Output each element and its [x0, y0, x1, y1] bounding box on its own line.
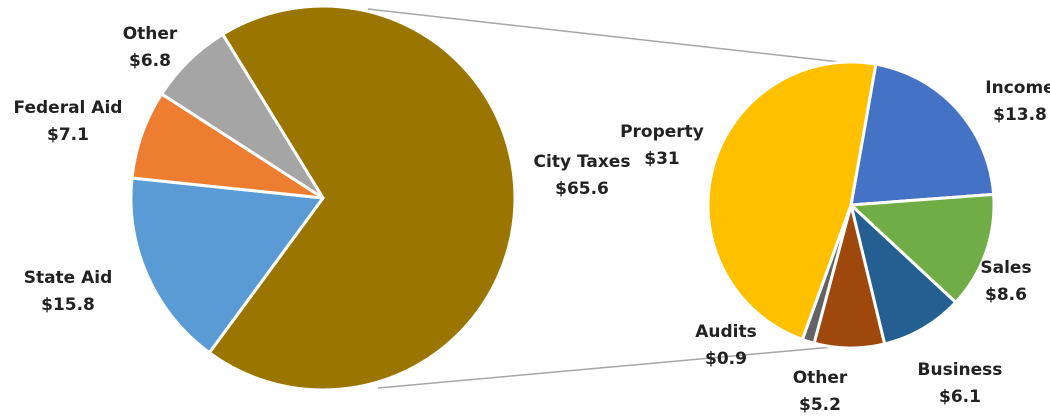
slice-value-label: $6.1 — [939, 387, 981, 407]
slice-label: City Taxes — [534, 152, 631, 172]
slice-label: Other — [793, 368, 848, 388]
slice-label: Income — [985, 78, 1050, 98]
slice-label: State Aid — [24, 268, 113, 288]
slice-label: Property — [620, 122, 704, 142]
pie-slice — [706, 60, 878, 341]
pie-slice — [160, 32, 325, 200]
slice-value-label: $5.2 — [799, 395, 841, 415]
pie-slice — [129, 176, 325, 355]
slice-value-label: $15.8 — [41, 295, 95, 315]
slice-value-label: $6.8 — [129, 51, 171, 71]
slice-label: Federal Aid — [14, 98, 123, 118]
slice-value-label: $31 — [644, 149, 680, 169]
slice-label: Audits — [695, 322, 757, 342]
slice-value-label: $7.1 — [47, 125, 89, 145]
slice-value-label: $0.9 — [705, 349, 747, 369]
pie-slice — [849, 62, 996, 207]
pie-slice — [849, 192, 996, 304]
slice-value-label: $8.6 — [985, 285, 1027, 305]
slice-label: Other — [123, 24, 178, 44]
slice-label: Business — [918, 360, 1003, 380]
pie-slice — [207, 4, 517, 392]
connector-line — [377, 344, 856, 389]
slice-value-label: $65.6 — [555, 179, 609, 199]
slice-label: Sales — [980, 258, 1031, 278]
connector-line — [367, 8, 850, 64]
slice-value-label: $13.8 — [993, 105, 1047, 125]
